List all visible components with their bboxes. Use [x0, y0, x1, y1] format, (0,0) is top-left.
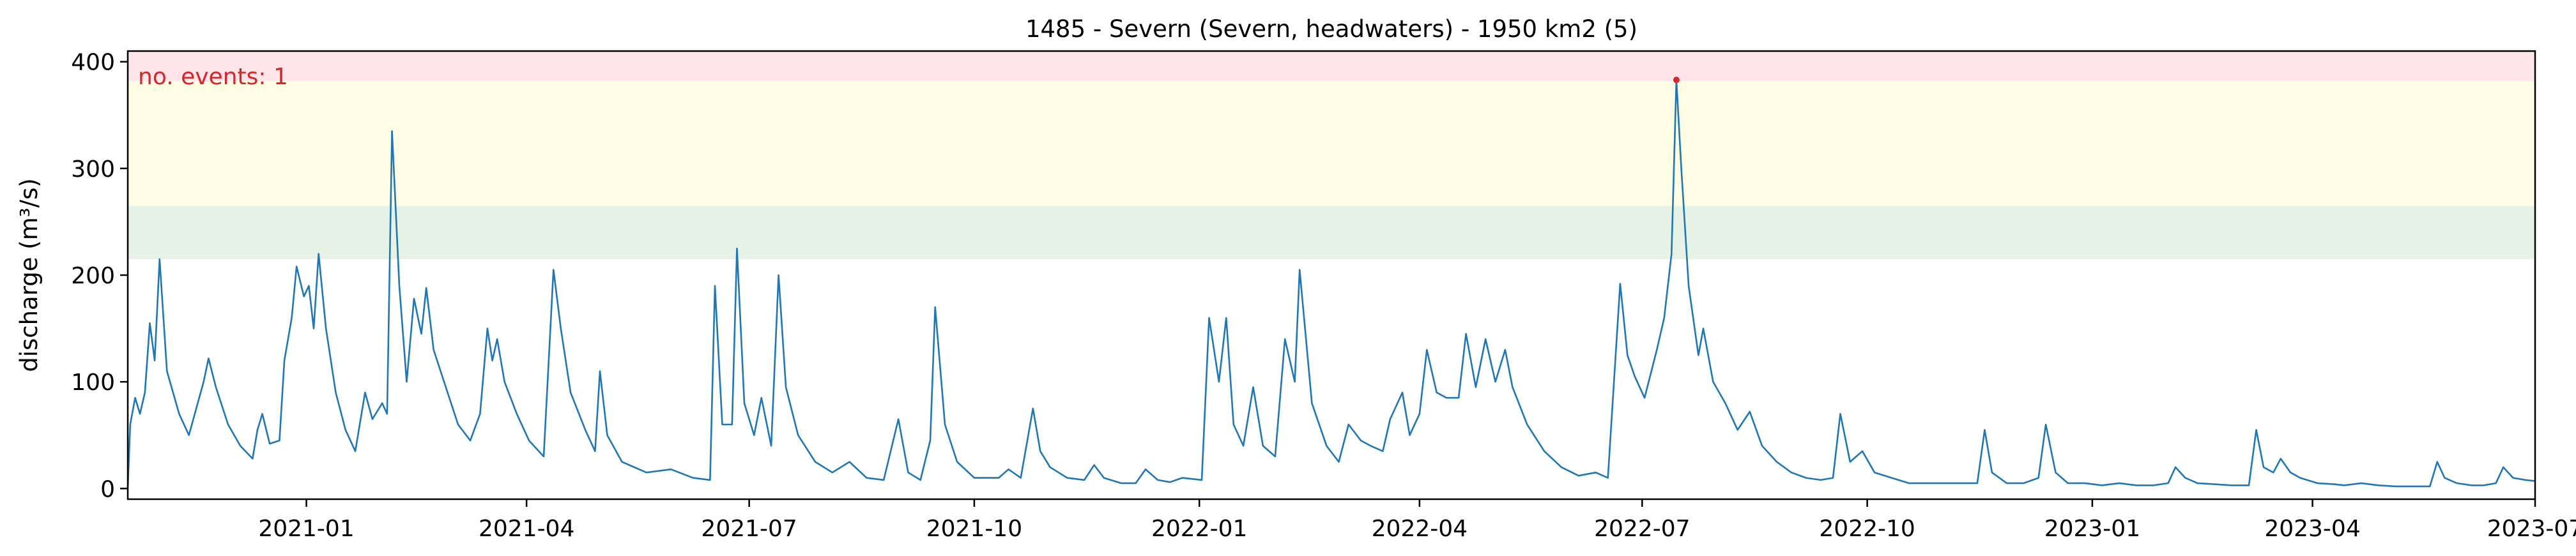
- event-markers: [1673, 77, 1680, 84]
- x-axis-ticks: 2021-01 2021-04 2021-07 2021-10 2022-01 2022-…: [258, 499, 2576, 542]
- x-tick-label-2022-04: 2022-04: [1372, 516, 1468, 542]
- y-tick-label-300: 300: [71, 156, 115, 183]
- series-line-discharge: [126, 79, 2536, 489]
- threshold-band-medium: [128, 80, 2535, 206]
- events-annotation: no. events: 1: [138, 64, 288, 90]
- x-tick-label-2023-07: 2023-07: [2487, 516, 2576, 542]
- x-tick-label-2023-01: 2023-01: [2044, 516, 2140, 542]
- chart-title: 1485 - Severn (Severn, headwaters) - 195…: [1025, 15, 1637, 43]
- y-tick-label-200: 200: [71, 263, 115, 289]
- y-tick-label-100: 100: [71, 370, 115, 396]
- x-tick-label-2022-10: 2022-10: [1819, 516, 1915, 542]
- y-axis-ticks: 0 100 200 300 400: [71, 50, 128, 502]
- x-tick-label-2021-01: 2021-01: [258, 516, 354, 542]
- y-axis-label: discharge (m³/s): [15, 178, 43, 372]
- threshold-bands: [128, 51, 2535, 259]
- x-tick-label-2022-01: 2022-01: [1151, 516, 1247, 542]
- y-tick-label-0: 0: [100, 476, 115, 502]
- threshold-band-low: [128, 206, 2535, 259]
- threshold-band-high: [128, 51, 2535, 81]
- x-tick-label-2021-04: 2021-04: [479, 516, 574, 542]
- y-tick-label-400: 400: [71, 50, 115, 76]
- series-group: [126, 79, 2536, 489]
- x-tick-label-2021-10: 2021-10: [926, 516, 1022, 542]
- x-tick-label-2022-07: 2022-07: [1594, 516, 1690, 542]
- event-marker-1: [1673, 77, 1680, 84]
- x-tick-label-2023-04: 2023-04: [2264, 516, 2360, 542]
- x-tick-label-2021-07: 2021-07: [701, 516, 797, 542]
